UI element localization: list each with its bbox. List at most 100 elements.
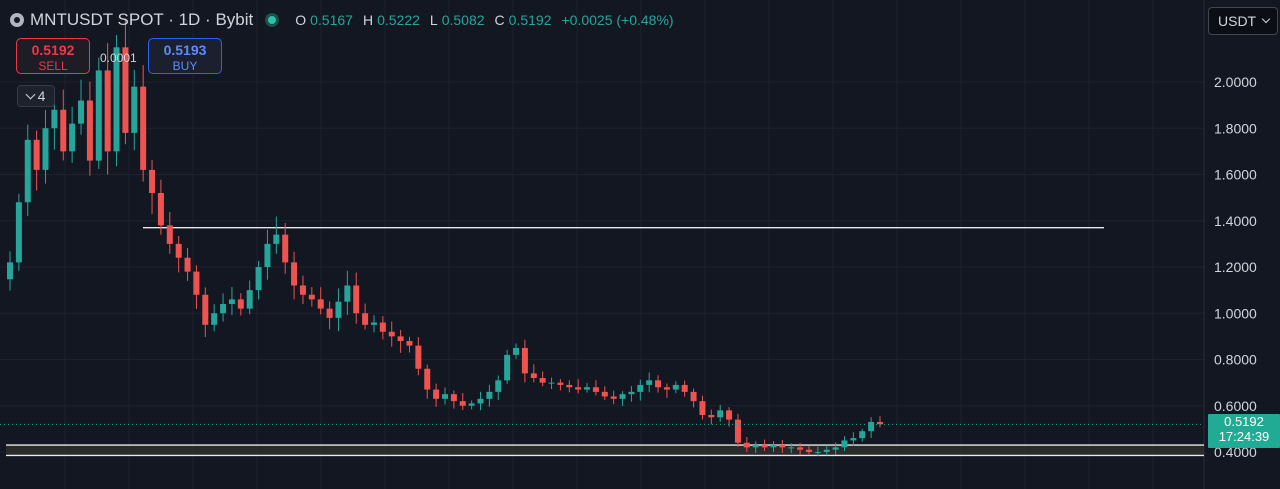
candle-body	[237, 299, 244, 309]
symbol-header: MNTUSDT SPOT · 1D · Bybit O 0.5167 H 0.522…	[10, 8, 680, 32]
currency-value: USDT	[1218, 13, 1257, 29]
candle-body	[326, 308, 333, 318]
indicator-count: 4	[37, 88, 46, 104]
candle-body	[539, 378, 546, 383]
candle-body	[548, 382, 555, 384]
candle-body	[113, 47, 120, 152]
candle-body	[433, 389, 440, 399]
candle-body	[734, 419, 741, 443]
open-value: 0.5167	[310, 12, 353, 28]
candle-body	[60, 109, 67, 152]
y-axis-tick-label: 1.6000	[1214, 167, 1257, 183]
symbol-logo-icon	[10, 13, 24, 27]
candle-body	[584, 387, 591, 390]
candle-body	[521, 347, 528, 374]
candle-body	[397, 336, 404, 341]
candle-body	[832, 447, 839, 450]
candle-body	[868, 421, 875, 432]
candle-body	[273, 234, 280, 244]
bar-countdown: 17:24:39	[1218, 429, 1270, 444]
buy-button[interactable]: 0.5193 BUY	[148, 38, 222, 74]
y-axis-tick-label: 1.8000	[1214, 120, 1257, 136]
candle-body	[140, 86, 147, 170]
close-value: 0.5192	[508, 12, 552, 28]
candle-body	[388, 331, 395, 337]
last-price-value: 0.5192	[1224, 414, 1264, 429]
candle-body	[317, 299, 324, 309]
candle-body	[592, 387, 599, 392]
sell-price: 0.5192	[31, 42, 75, 58]
candle-body	[104, 70, 111, 152]
candle-body	[557, 382, 564, 385]
buy-label: BUY	[172, 59, 198, 73]
candle-body	[672, 384, 679, 390]
candle-body	[681, 384, 688, 392]
buy-price: 0.5193	[163, 42, 207, 58]
candle-body	[424, 368, 431, 390]
candle-body	[406, 341, 413, 346]
candle-body	[15, 202, 22, 263]
indicators-toggle-button[interactable]: 4	[17, 85, 55, 107]
candle-body	[530, 373, 537, 378]
candle-body	[601, 391, 608, 397]
close-label: C	[494, 12, 505, 28]
candle-body	[708, 415, 715, 418]
symbol-title[interactable]: MNTUSDT SPOT · 1D · Bybit	[30, 10, 254, 29]
high-value: 0.5222	[377, 12, 420, 28]
candle-body	[95, 70, 102, 161]
chevron-down-icon	[1261, 14, 1271, 24]
candle-body	[717, 410, 724, 418]
last-price-tag: 0.5192 17:24:39	[1208, 414, 1280, 448]
currency-select[interactable]: USDT	[1208, 7, 1278, 35]
candle-body	[752, 445, 759, 448]
candle-body	[157, 193, 164, 226]
candle-body	[415, 345, 422, 369]
candle-body	[841, 440, 848, 448]
candle-body	[761, 445, 768, 448]
candle-body	[166, 225, 173, 244]
y-axis-tick-label: 1.2000	[1214, 259, 1257, 275]
sell-button[interactable]: 0.5192 SELL	[16, 38, 90, 74]
candle-body	[877, 421, 883, 425]
candle-body	[202, 294, 209, 325]
y-axis-tick-label: 0.4000	[1214, 444, 1257, 460]
candle-body	[575, 387, 582, 390]
candle-body	[33, 139, 40, 170]
candle-body	[255, 267, 262, 291]
candle-body	[442, 394, 448, 399]
candle-body	[175, 243, 182, 258]
candle-body	[7, 262, 13, 280]
candle-body	[513, 347, 520, 355]
candle-body	[122, 47, 129, 133]
candle-body	[726, 410, 733, 420]
candle-body	[788, 447, 795, 449]
candle-body	[353, 285, 360, 314]
candle-body	[24, 139, 31, 203]
candle-body	[646, 380, 653, 385]
candle-body	[850, 438, 857, 441]
y-axis-tick-label: 1.0000	[1214, 305, 1257, 321]
candle-body	[459, 401, 466, 406]
candle-body	[450, 394, 457, 402]
candle-body	[814, 452, 821, 453]
y-axis-tick-label: 1.4000	[1214, 213, 1257, 229]
candle-body	[859, 431, 866, 439]
open-label: O	[295, 12, 307, 28]
market-open-status-icon	[265, 13, 280, 27]
support-zone	[6, 445, 1204, 456]
candle-body	[504, 354, 511, 381]
candle-body	[486, 391, 493, 399]
candle-body	[797, 447, 804, 450]
candle-body	[335, 301, 342, 318]
candle-body	[86, 100, 93, 161]
candle-body	[78, 100, 85, 124]
candle-body	[610, 396, 617, 399]
y-axis-tick-label: 2.0000	[1214, 74, 1257, 90]
candle-body	[246, 290, 253, 309]
candle-body	[362, 313, 369, 325]
candle-body	[770, 445, 777, 448]
candle-body	[805, 449, 812, 452]
candle-body	[619, 394, 626, 399]
